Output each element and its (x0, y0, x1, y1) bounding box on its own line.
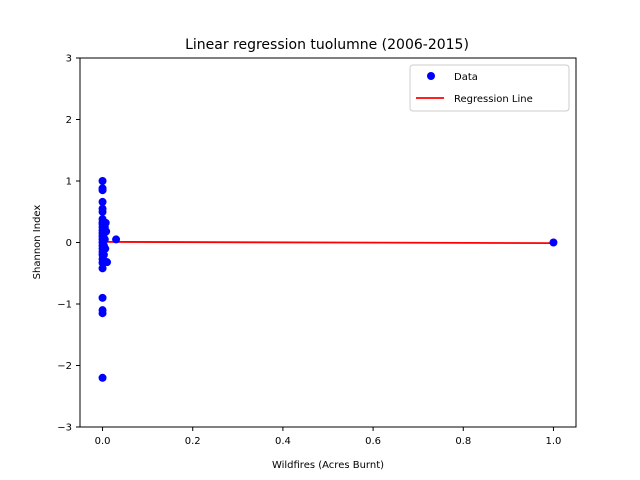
data-point (102, 227, 111, 236)
data-point (549, 238, 558, 247)
data-point (98, 373, 107, 382)
y-tick-label: −1 (57, 300, 72, 311)
x-tick-label: 0.2 (185, 436, 201, 447)
data-point (101, 244, 110, 253)
x-tick-label: 0.0 (95, 436, 111, 447)
x-tick-label: 0.4 (275, 436, 291, 447)
legend-regression-label: Regression Line (454, 94, 533, 105)
chart-title: Linear regression tuolumne (2006-2015) (185, 37, 469, 53)
legend: Data Regression Line (409, 64, 570, 112)
data-point (99, 250, 108, 259)
legend-data-marker (427, 72, 435, 80)
data-point (100, 235, 109, 244)
y-tick-label: 2 (66, 115, 72, 126)
x-axis-label: Wildfires (Acres Burnt) (272, 460, 384, 471)
data-point (98, 264, 107, 273)
x-tick-label: 0.6 (365, 436, 381, 447)
data-point (98, 197, 107, 206)
regression-line (102, 240, 554, 245)
y-tick-label: 1 (66, 177, 72, 188)
y-axis-label: Shannon Index (32, 205, 43, 280)
data-point (98, 293, 107, 302)
axis-ticks: 0.0 0.2 0.4 0.6 0.8 1.0 −3 −2 −1 0 1 2 3 (57, 54, 561, 448)
x-tick-label: 0.8 (455, 436, 471, 447)
legend-data-label: Data (454, 72, 478, 83)
data-point (98, 177, 107, 185)
data-point (98, 207, 107, 216)
y-tick-label: −2 (57, 361, 72, 372)
data-point (112, 235, 121, 244)
y-tick-label: 0 (66, 238, 72, 249)
data-point (98, 186, 107, 195)
y-tick-label: −3 (57, 423, 72, 434)
data-point (103, 258, 112, 267)
legend-box (409, 64, 570, 112)
plot-area (98, 177, 558, 382)
data-point (98, 309, 107, 318)
y-tick-label: 3 (66, 54, 72, 65)
x-tick-label: 1.0 (546, 436, 562, 447)
data-point (101, 218, 110, 227)
